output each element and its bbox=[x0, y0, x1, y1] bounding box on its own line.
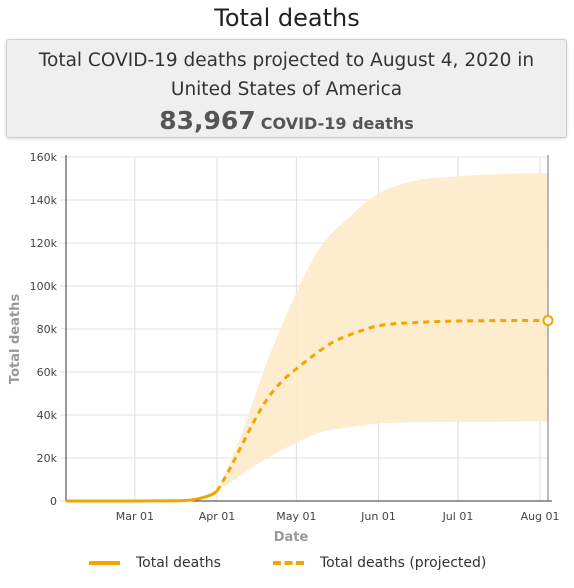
x-axis-title: Date bbox=[274, 530, 309, 545]
legend-item-projected[interactable]: Total deaths (projected) bbox=[273, 555, 486, 571]
chart-legend: Total deaths Total deaths (projected) bbox=[0, 555, 574, 579]
dashed-line-swatch-icon bbox=[273, 561, 304, 565]
y-tick-label: 160k bbox=[30, 151, 58, 164]
summary-box: Total COVID-19 deaths projected to Augus… bbox=[6, 39, 567, 138]
projected-deaths-line bbox=[215, 319, 549, 493]
y-tick-label: 100k bbox=[30, 280, 58, 293]
summary-text: Total COVID-19 deaths projected to Augus… bbox=[38, 50, 535, 100]
legend-label-actual: Total deaths bbox=[136, 555, 221, 571]
y-tick-label: 40k bbox=[37, 409, 58, 422]
x-tick-label: Aug 01 bbox=[521, 510, 560, 523]
endpoint-marker bbox=[542, 314, 554, 326]
x-tick-label: Mar 01 bbox=[116, 510, 154, 523]
x-tick-label: May 01 bbox=[276, 510, 316, 523]
y-tick-label: 80k bbox=[37, 323, 58, 336]
death-count-suffix: COVID-19 deaths bbox=[260, 114, 414, 133]
y-axis-title: Total deaths bbox=[8, 294, 23, 384]
actual-deaths-line bbox=[66, 490, 218, 503]
y-tick-label: 60k bbox=[37, 366, 58, 379]
deaths-chart[interactable]: 0 20k 40k 60k 80k 100k 120k 140k 160k Mar 01 Apr 0… bbox=[0, 140, 574, 552]
y-tick-label: 20k bbox=[37, 452, 58, 465]
legend-item-actual[interactable]: Total deaths bbox=[89, 555, 221, 571]
y-tick-label: 0 bbox=[50, 495, 57, 508]
x-tick-label: Jul 01 bbox=[442, 510, 474, 523]
page-title: Total deaths bbox=[214, 4, 360, 32]
y-tick-label: 120k bbox=[30, 237, 58, 250]
x-tick-label: Jun 01 bbox=[360, 510, 396, 523]
legend-label-projected: Total deaths (projected) bbox=[320, 555, 487, 571]
death-count: 83,967 bbox=[159, 106, 256, 135]
summary-count: 83,967 COVID-19 deaths bbox=[7, 106, 566, 135]
solid-line-swatch-icon bbox=[89, 561, 120, 565]
uncertainty-band bbox=[217, 173, 548, 492]
y-tick-label: 140k bbox=[30, 194, 58, 207]
x-tick-label: Apr 01 bbox=[199, 510, 236, 523]
